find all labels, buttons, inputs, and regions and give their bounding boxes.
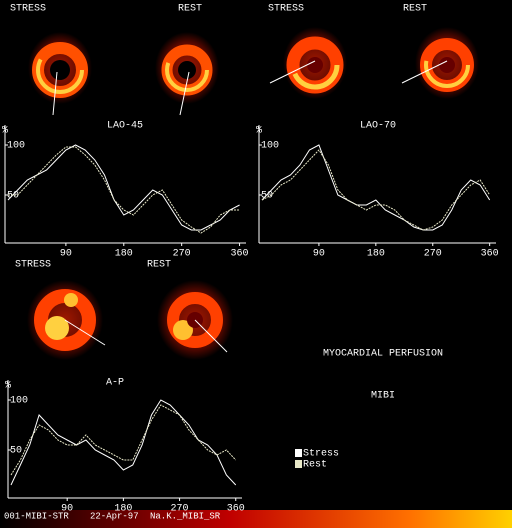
x-tick-label: 90 [60, 249, 72, 260]
color-bar [0, 510, 512, 528]
legend-label: Rest [303, 460, 327, 471]
data-line [7, 144, 240, 231]
legend-swatch [295, 449, 302, 457]
y-tick-label: 50 [7, 191, 19, 202]
study-agent: MIBI [371, 391, 395, 402]
x-tick-label: 360 [481, 249, 499, 260]
y-tick-label: 100 [10, 396, 28, 407]
image-label: STRESS [268, 4, 304, 15]
data-line [261, 144, 491, 231]
study-title: MYOCARDIAL PERFUSION [323, 349, 443, 360]
footer-date: 22-Apr-97 [90, 511, 139, 521]
image-label: REST [178, 4, 202, 15]
chart-title: LAO-70 [360, 121, 396, 132]
legend-swatch [295, 460, 302, 468]
image-label: STRESS [15, 260, 51, 271]
image-label: REST [147, 260, 171, 271]
x-tick-label: 90 [61, 504, 73, 515]
data-line [261, 149, 491, 231]
footer-name: Na.K._MIBI_SR [150, 511, 221, 521]
x-tick-label: 270 [173, 249, 191, 260]
perfusion-images [27, 27, 479, 360]
y-axis-label: % [2, 126, 8, 137]
y-axis-label: % [256, 126, 262, 137]
x-tick-label: 180 [114, 504, 132, 515]
footer-id: 001-MIBI-STR [4, 511, 69, 521]
data-line [8, 146, 240, 234]
legend-label: Stress [303, 449, 339, 460]
x-tick-label: 180 [367, 249, 385, 260]
y-tick-label: 100 [7, 141, 25, 152]
y-tick-label: 50 [10, 446, 22, 457]
image-label: REST [403, 4, 427, 15]
data-line [10, 399, 237, 486]
image-label: STRESS [10, 4, 46, 15]
y-tick-label: 100 [261, 141, 279, 152]
x-tick-label: 360 [231, 249, 249, 260]
x-tick-label: 360 [227, 504, 245, 515]
chart-title: LAO-45 [107, 121, 143, 132]
y-axis-label: % [5, 381, 11, 392]
x-tick-label: 270 [424, 249, 442, 260]
x-tick-label: 270 [171, 504, 189, 515]
x-tick-label: 90 [313, 249, 325, 260]
y-tick-label: 50 [261, 191, 273, 202]
x-tick-label: 180 [115, 249, 133, 260]
chart-title: A-P [106, 378, 124, 389]
data-line [10, 404, 237, 476]
